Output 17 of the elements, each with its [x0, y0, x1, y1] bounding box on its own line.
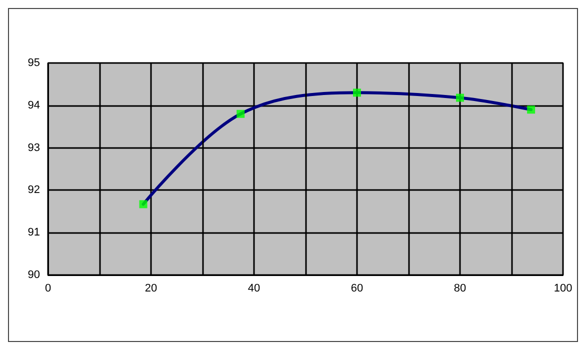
point: [353, 88, 361, 97]
point: [139, 200, 148, 208]
x-tick-label: 20: [144, 282, 158, 294]
x-tick-label: 0: [44, 282, 52, 294]
y-tick-label: 90: [28, 269, 40, 281]
y-tick-label: 94: [28, 99, 40, 112]
x-tick-label: 80: [454, 282, 466, 294]
y-tick-label: 91: [28, 226, 40, 239]
x-tick-label: 40: [248, 282, 260, 294]
point: [456, 94, 464, 102]
x-tick-label: 100: [554, 282, 572, 294]
point: [236, 110, 245, 118]
point: [527, 106, 536, 114]
y-tick-label: 95: [28, 57, 40, 69]
y-tick-label: 92: [28, 184, 40, 196]
y-tick-label: 93: [28, 142, 40, 154]
x-tick-label: 60: [350, 282, 364, 294]
